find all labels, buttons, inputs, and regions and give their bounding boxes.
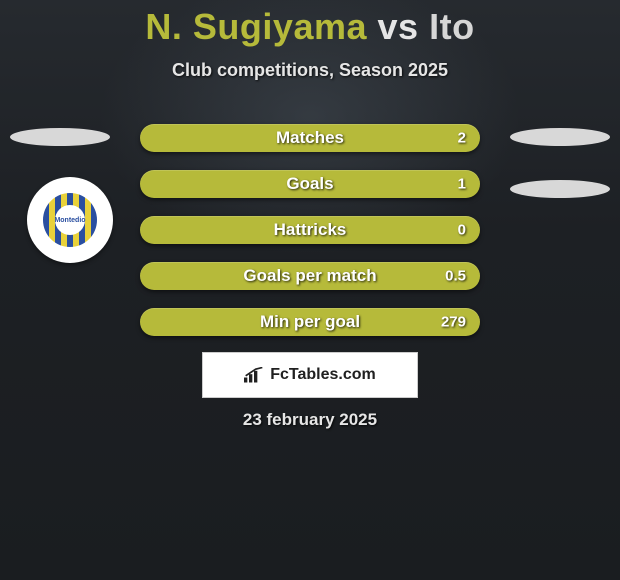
- player2-name: Ito: [429, 6, 474, 47]
- placeholder-oval: [10, 128, 110, 146]
- stat-bar: Min per goal279: [140, 308, 480, 336]
- team-logo: Montedio: [27, 177, 113, 263]
- player1-name: N. Sugiyama: [145, 6, 367, 47]
- stat-bar-value: 279: [441, 314, 466, 331]
- stat-bar: Hattricks0: [140, 216, 480, 244]
- placeholder-oval: [510, 128, 610, 146]
- stat-bar: Goals1: [140, 170, 480, 198]
- stat-bar: Matches2: [140, 124, 480, 152]
- team-logo-stripes: Montedio: [43, 193, 97, 247]
- stat-bar-label: Goals per match: [140, 266, 480, 286]
- vs-text: vs: [378, 6, 419, 47]
- stat-bar-label: Hattricks: [140, 220, 480, 240]
- stat-bar-value: 0.5: [445, 268, 466, 285]
- stat-bar: Goals per match0.5: [140, 262, 480, 290]
- page-title: N. Sugiyama vs Ito: [0, 6, 620, 48]
- team-logo-center: Montedio: [55, 205, 85, 235]
- stat-bar-value: 1: [458, 176, 466, 193]
- stat-bar-label: Min per goal: [140, 312, 480, 332]
- stat-bar-value: 0: [458, 222, 466, 239]
- subtitle: Club competitions, Season 2025: [0, 60, 620, 81]
- stat-bar-label: Matches: [140, 128, 480, 148]
- brand-text: FcTables.com: [270, 366, 376, 384]
- stat-bar-value: 2: [458, 130, 466, 147]
- placeholder-oval: [510, 180, 610, 198]
- stat-bar-label: Goals: [140, 174, 480, 194]
- stats-bars: Matches2Goals1Hattricks0Goals per match0…: [140, 124, 480, 354]
- brand-chart-icon: [244, 367, 264, 383]
- infographic-root: N. Sugiyama vs Ito Club competitions, Se…: [0, 0, 620, 580]
- date-text: 23 february 2025: [0, 410, 620, 430]
- brand-box: FcTables.com: [202, 352, 418, 398]
